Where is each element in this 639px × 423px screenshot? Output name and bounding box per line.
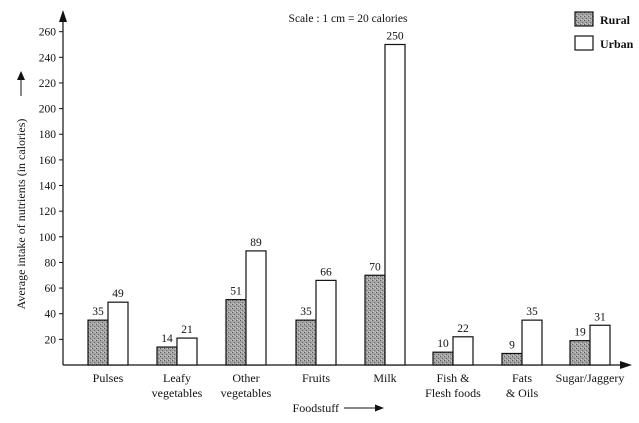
- urban-bar: [589, 324, 611, 366]
- urban-value-label: 35: [526, 306, 538, 318]
- rural-bar: [87, 319, 109, 366]
- urban-bar: [245, 250, 267, 366]
- x-category-label: Sugar/Jaggery: [556, 371, 625, 385]
- rural-bar: [501, 352, 523, 366]
- rural-value-label: 10: [437, 338, 449, 350]
- x-axis-end-arrow: [620, 361, 632, 369]
- rural-value-label: 35: [92, 306, 104, 318]
- urban-value-label: 22: [457, 323, 469, 335]
- urban-value-label: 31: [594, 311, 606, 323]
- x-category-label: Pulses: [93, 371, 124, 385]
- x-category-label: Fruits: [302, 371, 330, 385]
- y-axis-title: Average intake of nutrients (in calories…: [14, 71, 28, 309]
- y-tick-label: 220: [39, 78, 57, 90]
- x-axis-label: Foodstuff: [293, 401, 339, 415]
- rural-bar: [156, 346, 178, 366]
- x-axis-category-labels: Pulses Leafy vegetables Other vegetables Frui…: [93, 371, 625, 400]
- legend-label-rural: Rural: [600, 13, 631, 27]
- urban-value-label: 89: [250, 237, 262, 249]
- x-category-label: Leafy vegetables: [152, 371, 203, 400]
- urban-bar: [384, 43, 406, 366]
- rural-value-label: 9: [509, 339, 515, 351]
- rural-bar: [295, 319, 317, 366]
- y-tick-label: 140: [39, 181, 57, 193]
- x-category-label: Other vegetables: [221, 371, 272, 400]
- y-tick-label: 60: [45, 283, 57, 295]
- rural-value-label: 51: [230, 286, 242, 298]
- y-axis-end-arrow: [59, 10, 67, 22]
- y-tick-label: 100: [39, 232, 57, 244]
- data-labels: 35 49 14 21 51 89 35 66 70 250 10 22 9 35 19 31: [92, 31, 606, 352]
- urban-bar: [107, 301, 129, 366]
- y-tick-label: 240: [39, 52, 57, 64]
- rural-bar: [364, 274, 386, 366]
- rural-value-label: 35: [300, 306, 312, 318]
- x-category-label: Fats & Oils: [506, 371, 539, 400]
- urban-bar: [452, 336, 474, 366]
- y-tick-label: 40: [45, 309, 57, 321]
- y-tick-label: 80: [45, 257, 57, 269]
- urban-value-label: 21: [181, 324, 193, 336]
- urban-bar: [521, 319, 543, 366]
- x-category-label: Fish & Flesh foods: [425, 371, 481, 400]
- rural-value-label: 14: [161, 333, 173, 345]
- x-category-label: Milk: [373, 371, 396, 385]
- y-axis-arrow-head: [17, 71, 25, 80]
- x-axis-title: Foodstuff: [293, 401, 384, 415]
- y-tick-label: 200: [39, 104, 57, 116]
- y-tick-label: 180: [39, 129, 57, 141]
- y-tick-label: 120: [39, 206, 57, 218]
- urban-value-label: 49: [112, 288, 124, 300]
- axes: [59, 10, 632, 369]
- y-tick-label: 20: [45, 334, 57, 346]
- urban-value-label: 250: [386, 31, 404, 43]
- urban-bar: [176, 337, 198, 366]
- y-axis-label: Average intake of nutrients (in calories…: [14, 119, 28, 310]
- y-axis-ticks: 20 40 60 80 100 120 140 160 180 200 220 240 260: [39, 27, 63, 346]
- rural-bar: [225, 299, 247, 366]
- legend-swatch-rural: [574, 11, 594, 27]
- urban-value-label: 66: [320, 266, 332, 278]
- rural-bar: [432, 351, 454, 366]
- legend-swatch-urban: [574, 35, 594, 51]
- rural-value-label: 70: [369, 261, 381, 273]
- x-axis-arrow-head: [375, 404, 384, 412]
- scale-note: Scale : 1 cm = 20 calories: [289, 13, 408, 25]
- bars: [87, 43, 611, 366]
- y-tick-label: 160: [39, 155, 57, 167]
- urban-bar: [315, 279, 337, 366]
- legend-label-urban: Urban: [600, 37, 634, 51]
- legend: Rural Urban: [574, 11, 634, 51]
- y-tick-label: 260: [39, 27, 57, 39]
- rural-value-label: 19: [574, 327, 586, 339]
- rural-bar: [569, 340, 591, 366]
